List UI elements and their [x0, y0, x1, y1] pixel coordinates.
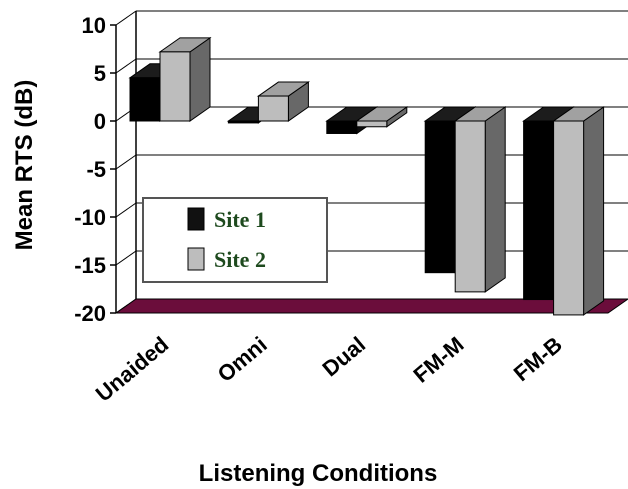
- bar-site-2-fm-b: [552, 106, 606, 316]
- bar-front-face: [257, 95, 289, 122]
- x-tick-label-fm-b: FM-B: [509, 332, 567, 386]
- bar-side-face: [484, 106, 506, 293]
- bar-front-face: [326, 120, 358, 134]
- bar-front-face: [424, 120, 456, 274]
- legend-label-site-2: Site 2: [214, 247, 266, 272]
- legend: Site 1 Site 2: [142, 197, 328, 283]
- x-axis-title: Listening Conditions: [199, 460, 438, 487]
- x-tick-label-omni: Omni: [213, 332, 272, 387]
- bar-front-face: [129, 77, 161, 122]
- gridline-depth: [115, 154, 137, 170]
- bars: [128, 36, 606, 316]
- gridline-depth: [115, 202, 137, 218]
- bar-site-2-unaided: [158, 36, 212, 122]
- axes: [110, 11, 137, 314]
- bar-site-2-fm-m: [453, 106, 507, 293]
- x-tick-label-fm-m: FM-M: [408, 332, 468, 388]
- bar-front-face: [553, 120, 585, 316]
- y-tick-label: -5: [86, 157, 106, 182]
- y-tick-label: 10: [82, 13, 106, 38]
- x-tick-label-unaided: Unaided: [91, 332, 174, 407]
- legend-label-site-1: Site 1: [214, 207, 266, 232]
- y-tick-label: -15: [74, 253, 106, 278]
- y-tick-labels: 10 5 0 -5 -10 -15 -20: [74, 13, 106, 326]
- x-tick-label-dual: Dual: [318, 332, 371, 382]
- floor-plane: [114, 298, 628, 314]
- y-tick-label: -10: [74, 205, 106, 230]
- y-tick-label: 5: [94, 61, 106, 86]
- y-axis-title: Mean RTS (dB): [11, 80, 38, 251]
- bar-front-face: [454, 120, 486, 293]
- gridline-depth: [115, 250, 137, 266]
- bar-site-2-omni: [256, 81, 310, 122]
- x-category-labels: Unaided Omni Dual FM-M FM-B: [91, 332, 567, 407]
- legend-box: [142, 197, 328, 283]
- chart-floor: [114, 298, 628, 314]
- bar-front-face: [356, 120, 388, 128]
- legend-swatch-site-2: [187, 247, 205, 271]
- y-tick-label: -20: [74, 301, 106, 326]
- bar-site-2-dual: [355, 106, 409, 128]
- bar-front-face: [159, 51, 191, 122]
- bar-front-face: [523, 120, 555, 301]
- gridline-depth: [115, 58, 137, 74]
- bar-side-face: [583, 106, 605, 316]
- gridline-depth: [115, 10, 137, 26]
- legend-swatch-site-1: [187, 207, 205, 231]
- y-tick-label: 0: [94, 109, 106, 134]
- bar-front-face: [227, 120, 259, 124]
